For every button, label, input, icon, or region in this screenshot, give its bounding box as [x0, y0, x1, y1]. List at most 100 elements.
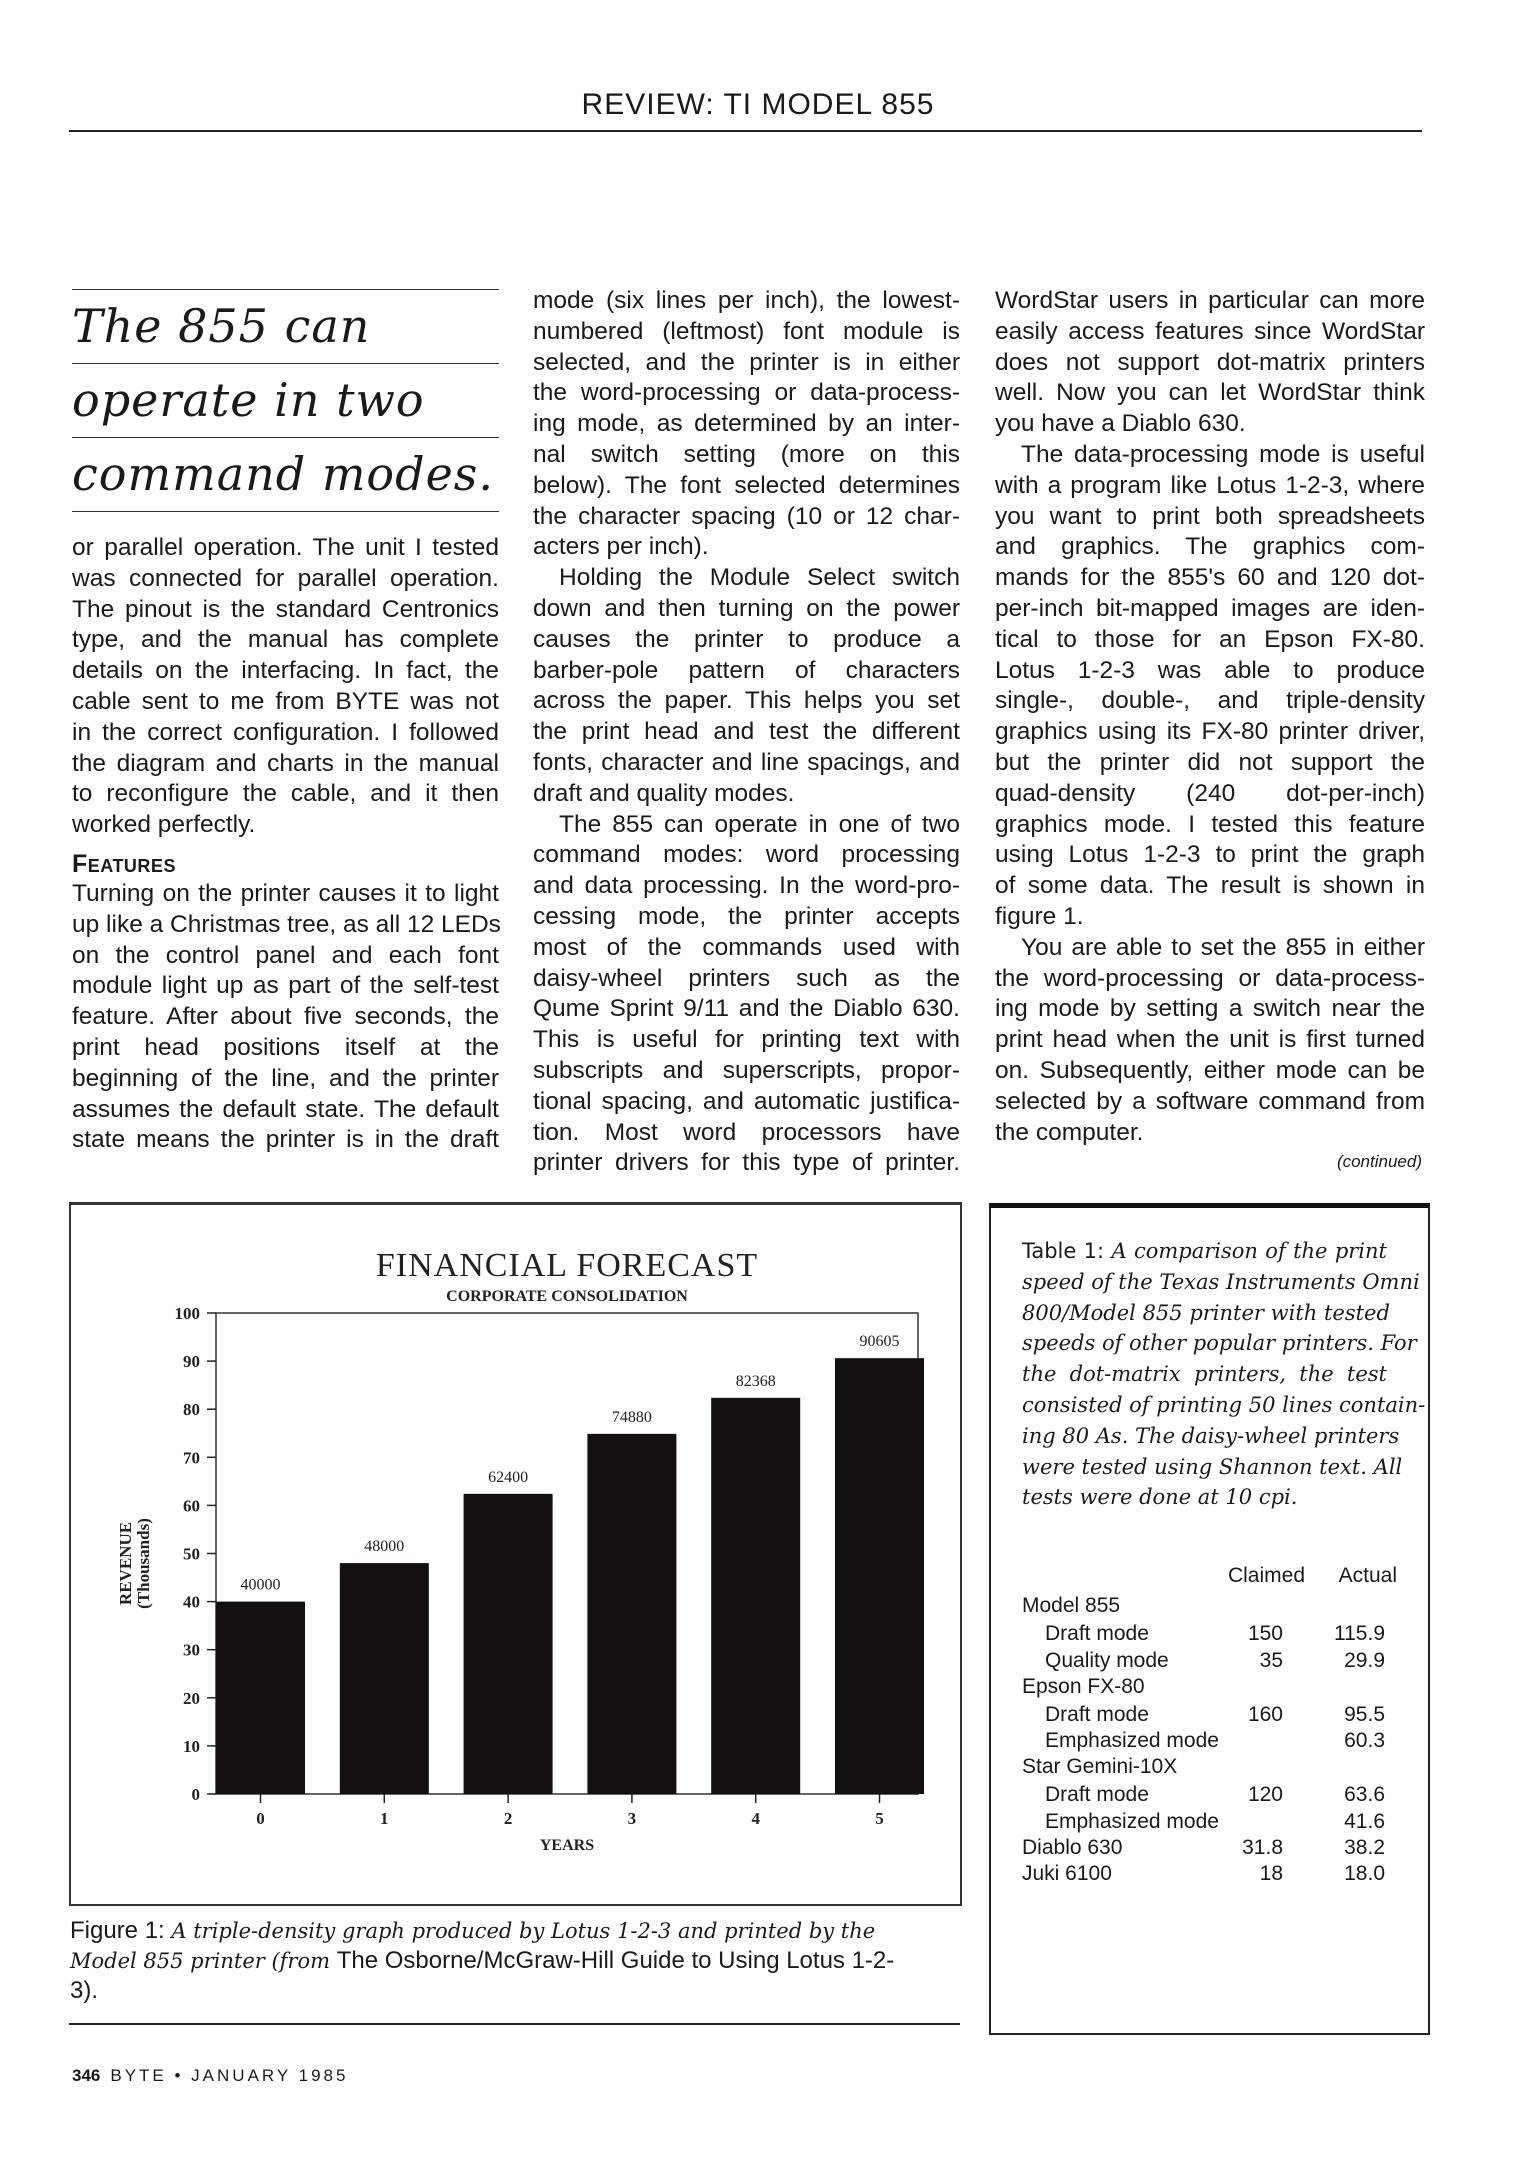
- text-line: but the printer did not support the: [995, 748, 1425, 776]
- text-line: the diagram and charts in the manual: [72, 749, 499, 777]
- text-line: print head when the unit is first turned: [995, 1026, 1425, 1054]
- text-line: well. Now you can let WordStar think: [995, 379, 1425, 407]
- text-line: the word-processing or data-process-: [533, 379, 960, 407]
- actual-cell: 95.5: [1344, 1703, 1385, 1726]
- table-header: Claimed Actual: [1022, 1564, 1397, 1591]
- y-tick-label: 100: [175, 1304, 201, 1323]
- actual-cell: 38.2: [1344, 1836, 1385, 1859]
- text-line: worked perfectly.: [72, 811, 256, 839]
- text-line: the character spacing (10 or 12 char-: [533, 502, 960, 530]
- x-tick-label: 0: [256, 1809, 265, 1828]
- text-line: cable sent to me from BYTE was not: [72, 687, 499, 715]
- text-line: print head positions itself at the: [72, 1033, 499, 1061]
- caption-text: the dot-matrix printers, the test: [1022, 1362, 1387, 1387]
- table-row: Quality mode 35 29.9: [1022, 1649, 1387, 1676]
- table-row: Star Gemini-10X: [1022, 1755, 1387, 1782]
- page-footer: 346 BYTE • JANUARY 1985: [72, 2066, 348, 2086]
- row-label: Diablo 630: [1022, 1836, 1123, 1859]
- text-line: beginning of the line, and the printer: [72, 1064, 499, 1092]
- table-row: Epson FX-80: [1022, 1675, 1387, 1702]
- running-head: REVIEW: TI MODEL 855: [581, 88, 935, 121]
- text-line: tion. Most word processors have: [533, 1118, 960, 1146]
- text-line: or parallel operation. The unit I tested: [72, 534, 499, 561]
- text-line: Holding the Module Select switch: [559, 564, 960, 592]
- actual-cell: 18.0: [1344, 1862, 1385, 1885]
- row-label: Epson FX-80: [1022, 1675, 1145, 1698]
- table-caption: Table 1: A comparison of the print speed …: [1022, 1236, 1425, 1513]
- table-row: Draft mode 120 63.6: [1022, 1783, 1387, 1810]
- text-line: mode (six lines per inch), the lowest-: [533, 287, 960, 314]
- caption-line: 800/Model 855 printer with tested: [1022, 1298, 1390, 1329]
- text-line: quad-density (240 dot-per-inch): [995, 779, 1425, 807]
- text-line: most of the commands used with: [533, 933, 960, 961]
- caption-text: Table 1:: [1022, 1239, 1112, 1263]
- text-line: This is useful for printing text with: [533, 1026, 960, 1054]
- text-line: to reconfigure the cable, and it then: [72, 780, 499, 808]
- text-line: in the correct configuration. I followed: [72, 718, 499, 746]
- actual-cell: 63.6: [1344, 1783, 1385, 1806]
- column-header-actual: Actual: [1338, 1564, 1397, 1587]
- text-line: You are able to set the 855 in either: [1021, 933, 1425, 961]
- x-tick-label: 3: [628, 1809, 637, 1828]
- text-line: cessing mode, the printer accepts: [533, 902, 960, 930]
- text-line: command modes: word processing: [533, 841, 960, 869]
- text-line: figure 1.: [995, 902, 1084, 930]
- y-axis-label: REVENUE: [116, 1522, 135, 1605]
- text-line: ing mode, as determined by an inter-: [533, 410, 960, 438]
- text-line: acters per inch).: [533, 533, 709, 561]
- paragraph: or parallel operation. The unit I tested…: [72, 533, 499, 841]
- paragraph: WordStar users in particular can more eas…: [995, 286, 1425, 440]
- text-line: fonts, character and line spacings, and: [533, 748, 960, 776]
- text-line: assumes the default state. The default: [72, 1095, 499, 1123]
- text-column-2: mode (six lines per inch), the lowest-nu…: [533, 286, 960, 1179]
- table-frame: [989, 1203, 1430, 2035]
- text-line: feature. After about five seconds, the: [72, 1003, 499, 1031]
- text-line: tical to those for an Epson FX-80.: [995, 625, 1425, 653]
- data-label: 74880: [612, 1409, 652, 1426]
- claimed-cell: 18: [1259, 1862, 1283, 1885]
- y-axis-label-unit: (Thousands): [134, 1518, 153, 1609]
- row-label: Juki 6100: [1022, 1862, 1112, 1885]
- caption-line: speed of the Texas Instruments Omni: [1022, 1267, 1420, 1298]
- text-column-1: or parallel operation. The unit I tested…: [72, 533, 501, 1156]
- text-line: up like a Christmas tree, as all 12 LEDs: [72, 910, 501, 938]
- text-line: draft and quality modes.: [533, 779, 795, 807]
- footer-text: BYTE • JANUARY 1985: [110, 2066, 349, 2085]
- y-tick-label: 10: [183, 1737, 200, 1756]
- text-line: subscripts and superscripts, propor-: [533, 1056, 960, 1084]
- caption-text: 800/Model 855 printer with tested: [1022, 1300, 1390, 1325]
- bar: [711, 1397, 801, 1794]
- text-line: using Lotus 1-2-3 to print the graph: [995, 841, 1425, 869]
- data-label: 62400: [488, 1469, 528, 1486]
- y-tick-label: 40: [183, 1593, 200, 1612]
- text-line: mands for the 855's 60 and 120 dot-: [995, 564, 1425, 592]
- data-label: 40000: [241, 1577, 281, 1594]
- table-row: Model 855: [1022, 1594, 1387, 1621]
- data-label: 90605: [860, 1333, 900, 1350]
- chart-title: FINANCIAL FORECAST: [376, 1247, 758, 1284]
- text-column-3: WordStar users in particular can more eas…: [995, 286, 1425, 1148]
- actual-cell: 60.3: [1344, 1729, 1385, 1752]
- y-tick-label: 0: [192, 1785, 201, 1804]
- caption-line: the dot-matrix printers, the test: [1022, 1359, 1387, 1390]
- table-row: Draft mode 160 95.5: [1022, 1703, 1387, 1730]
- claimed-cell: 120: [1247, 1783, 1283, 1806]
- row-label: Draft mode: [1045, 1622, 1149, 1645]
- text-line: The pinout is the standard Centronics: [72, 595, 499, 623]
- text-line: causes the printer to produce a: [533, 625, 960, 653]
- text-line: Lotus 1-2-3 was able to produce: [995, 656, 1425, 684]
- text-line: numbered (leftmost) font module is: [533, 317, 960, 345]
- caption-line: Table 1: A comparison of the print: [1022, 1236, 1387, 1267]
- x-tick-label: 1: [380, 1809, 389, 1828]
- header-rule: [69, 130, 1422, 132]
- x-tick-label: 2: [504, 1809, 512, 1828]
- caption-line: consisted of printing 50 lines contain-: [1022, 1390, 1425, 1421]
- text-line: does not support dot-matrix printers: [995, 348, 1425, 376]
- paragraph: mode (six lines per inch), the lowest-nu…: [533, 286, 960, 563]
- text-line: daisy-wheel printers such as the: [533, 964, 960, 992]
- row-label: Draft mode: [1045, 1783, 1149, 1806]
- claimed-cell: 150: [1247, 1622, 1283, 1645]
- y-tick-label: 90: [183, 1352, 200, 1371]
- caption-line: speeds of other popular printers. For: [1022, 1328, 1417, 1359]
- text-line: across the paper. This helps you set: [533, 687, 960, 715]
